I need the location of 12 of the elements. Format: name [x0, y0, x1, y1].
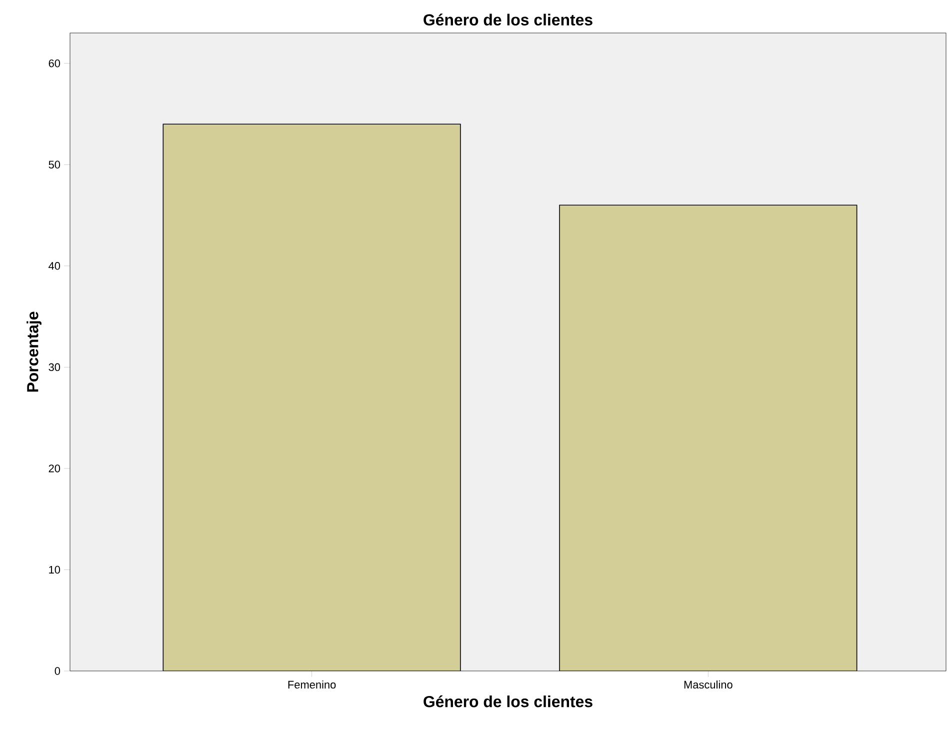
chart-title: Género de los clientes	[424, 14, 592, 26]
y-axis-title: Porcentaje	[26, 312, 42, 392]
y-tick-label: 50	[48, 160, 60, 169]
y-tick-label: 10	[49, 566, 60, 574]
y-tick-label: 60	[48, 59, 60, 68]
y-tick-label: 30	[48, 363, 60, 372]
y-tick-label: 20	[48, 464, 60, 472]
y-tick-label: 0	[54, 667, 60, 675]
y-tick-label: 40	[48, 262, 60, 270]
x-tick-label: Masculino	[684, 680, 732, 689]
x-tick-label: Femenino	[288, 680, 336, 689]
x-axis-title: Género de los clientes	[424, 695, 592, 708]
